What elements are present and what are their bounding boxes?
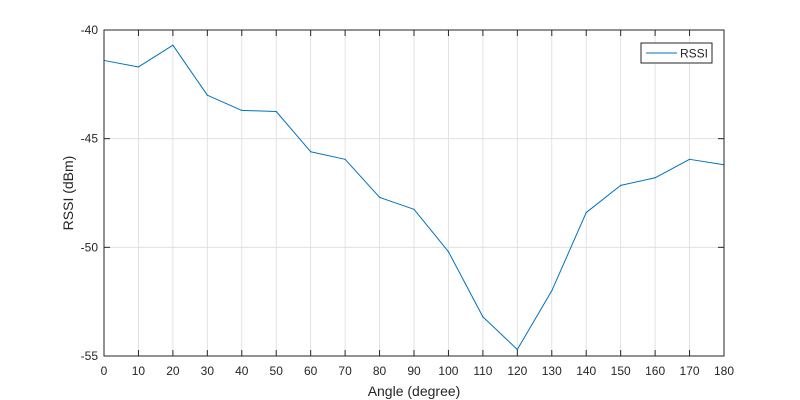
x-tick-label: 160 xyxy=(645,364,665,378)
x-tick-label: 140 xyxy=(576,364,596,378)
data-point xyxy=(172,44,174,46)
data-point xyxy=(241,109,243,112)
x-tick-label: 50 xyxy=(270,364,284,378)
x-tick-label: 110 xyxy=(473,364,492,378)
y-tick-labels: -40 -45 -50 -55 xyxy=(81,23,99,363)
data-point xyxy=(344,158,346,160)
data-point xyxy=(310,151,312,153)
data-point xyxy=(137,66,140,68)
data-point xyxy=(585,211,587,214)
legend-label: RSSI xyxy=(680,47,708,61)
series-lines xyxy=(103,44,725,351)
x-tick-label: 10 xyxy=(132,364,146,378)
x-tick-label: 120 xyxy=(507,364,527,378)
x-tick-label: 100 xyxy=(438,364,458,378)
data-point xyxy=(654,177,656,179)
y-tick-label: -55 xyxy=(81,349,99,363)
x-tick-label: 20 xyxy=(166,364,180,378)
x-tick-label: 30 xyxy=(201,364,215,378)
y-axis-label: RSSI (dBm) xyxy=(60,156,76,231)
x-tick-label: 60 xyxy=(304,364,318,378)
legend: RSSI xyxy=(640,42,713,64)
data-point xyxy=(482,316,484,318)
x-tick-label: 130 xyxy=(542,364,562,378)
data-point xyxy=(206,94,208,96)
x-tick-label: 170 xyxy=(680,364,700,378)
x-tick-label: 90 xyxy=(407,364,421,378)
data-point xyxy=(275,110,277,113)
y-tick-label: -45 xyxy=(81,132,99,146)
x-tick-label: 0 xyxy=(101,364,108,378)
data-point xyxy=(378,196,381,198)
data-point xyxy=(551,290,553,292)
y-tick-label: -50 xyxy=(81,240,99,254)
x-tick-label: 80 xyxy=(373,364,387,378)
x-tick-label: 180 xyxy=(714,364,734,378)
data-point xyxy=(516,348,518,351)
axis-ticks xyxy=(103,29,725,357)
data-point xyxy=(447,251,450,253)
x-tick-label: 70 xyxy=(338,364,352,378)
x-tick-label: 150 xyxy=(611,364,631,378)
x-axis-label: Angle (degree) xyxy=(368,383,461,399)
data-point xyxy=(688,158,691,160)
x-tick-label: 40 xyxy=(235,364,249,378)
x-tick-labels: 0 10 20 30 40 50 60 70 80 90 100 110 120 130 140 150 160… xyxy=(101,364,735,378)
data-point xyxy=(620,184,622,186)
y-tick-label: -40 xyxy=(81,23,99,37)
data-point xyxy=(413,208,415,210)
